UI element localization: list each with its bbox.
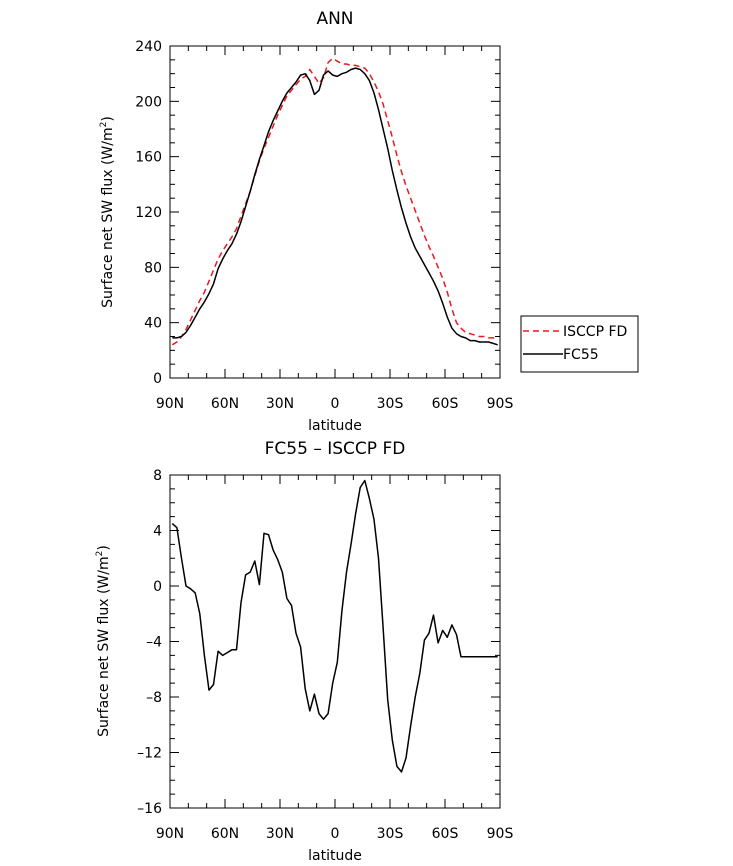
x-tick-label: 60N — [211, 396, 239, 412]
y-tick-label: 160 — [135, 150, 162, 166]
panel-difference: FC55 – ISCCP FD –16 –12 –8 –4 0 4 8 90N 60N 30N 0… — [95, 439, 513, 864]
plot-frame — [169, 474, 501, 809]
y-axis: 0 40 80 120 160 200 240 — [135, 39, 500, 387]
x-tick-label: 30S — [377, 396, 404, 412]
y-tick-label: 240 — [135, 39, 162, 55]
series-lines — [171, 57, 498, 346]
x-tick-label: 90S — [487, 826, 514, 842]
y-tick-label: –12 — [137, 746, 162, 762]
y-axis-label-sup: 2 — [99, 122, 109, 128]
legend-box — [520, 315, 639, 373]
x-tick-label: 30N — [266, 826, 294, 842]
y-axis-label: Surface net SW flux (W/m2) — [95, 545, 112, 737]
x-tick-label: 60S — [432, 396, 459, 412]
legend-label-fc55: FC55 — [563, 347, 599, 363]
x-tick-label: 90N — [156, 396, 184, 412]
x-axis: 90N 60N 30N 0 30S 60S 90S — [156, 46, 514, 412]
y-tick-label: 0 — [153, 579, 162, 595]
plot-frame — [169, 45, 501, 379]
x-tick-label: 90S — [487, 396, 514, 412]
legend-label-isccp: ISCCP FD — [563, 324, 627, 340]
y-axis-label-sup: 2 — [95, 551, 105, 557]
y-tick-label: –16 — [137, 801, 162, 817]
x-tick-label: 0 — [331, 826, 340, 842]
x-tick-label: 30N — [266, 396, 294, 412]
y-tick-label: 40 — [144, 316, 162, 332]
chart-title: FC55 – ISCCP FD — [265, 439, 406, 459]
y-axis-label-main: Surface net SW flux (W/m — [96, 556, 112, 736]
x-tick-label: 90N — [156, 826, 184, 842]
x-axis: 90N 60N 30N 0 30S 60S 90S — [156, 475, 514, 842]
x-tick-label: 60N — [211, 826, 239, 842]
y-tick-label: –8 — [146, 690, 162, 706]
y-tick-label: 120 — [135, 205, 162, 221]
y-tick-label: 80 — [144, 260, 162, 276]
legend: ISCCP FD FC55 — [520, 315, 639, 373]
y-tick-label: 0 — [153, 371, 162, 387]
y-axis-label-end: ) — [100, 116, 116, 121]
x-axis-label: latitude — [308, 848, 362, 864]
y-axis-label-main: Surface net SW flux (W/m — [100, 127, 116, 307]
series-line-difference — [171, 479, 498, 773]
series-line-isccp-fd — [171, 57, 498, 346]
y-axis-label-end: ) — [96, 545, 112, 550]
y-tick-label: 8 — [153, 468, 162, 484]
y-axis-label: Surface net SW flux (W/m2) — [99, 116, 116, 308]
x-tick-label: 0 — [331, 396, 340, 412]
y-tick-label: –4 — [146, 635, 162, 651]
series-lines — [171, 479, 498, 773]
y-axis: –16 –12 –8 –4 0 4 8 — [137, 468, 500, 817]
x-axis-label: latitude — [308, 418, 362, 434]
series-line-fc55 — [172, 67, 498, 346]
x-tick-label: 30S — [377, 826, 404, 842]
chart-title: ANN — [316, 9, 353, 29]
y-tick-label: 200 — [135, 94, 162, 110]
y-tick-label: 4 — [153, 524, 162, 540]
x-tick-label: 60S — [432, 826, 459, 842]
